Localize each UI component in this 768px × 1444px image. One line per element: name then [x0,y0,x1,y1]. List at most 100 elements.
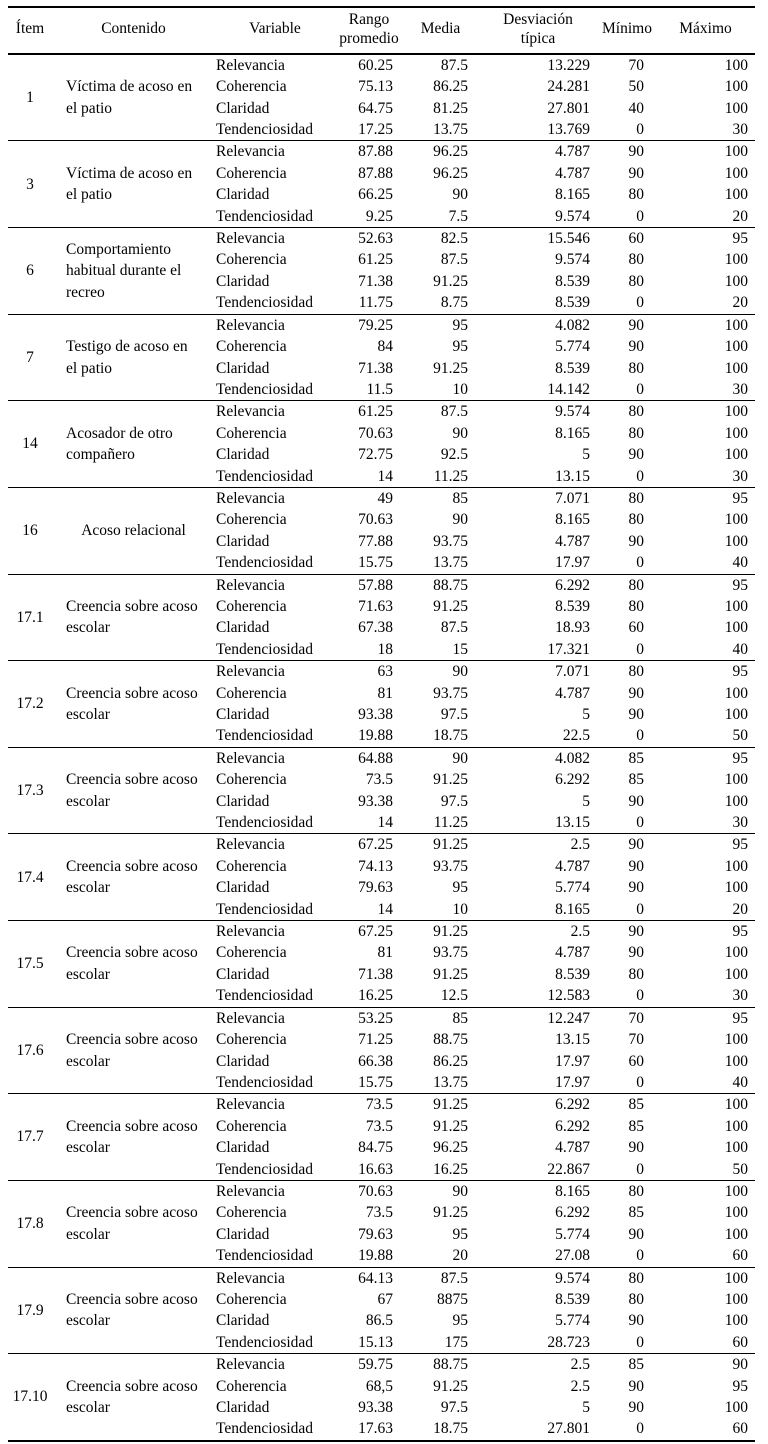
header-desviacion-tipica: Desviación típica [478,7,598,54]
cell-desviacion-tipica: 8.539 [555,597,590,615]
table-row: Claridad 79.63 95 5.774 90 100 [8,877,755,898]
cell-maximo: 100 [724,1269,748,1287]
cell-variable: Coherencia [216,338,287,356]
cell-minimo: 85 [628,1096,645,1114]
cell-variable: Relevancia [216,56,285,74]
cell-rango-promedio: 70.63 [358,511,393,529]
cell-rango-promedio: 87.88 [358,164,393,182]
cell-desviacion-tipica: 4.787 [555,1139,590,1157]
cell-desviacion-tipica: 27.801 [547,99,590,117]
header-item: Ítem [8,7,52,54]
cell-item: 17.4 [16,868,44,886]
cell-variable: Tendenciosidad [216,121,314,139]
cell-desviacion-tipica: 27.801 [547,1420,590,1438]
cell-rango-promedio: 16.63 [358,1160,393,1178]
cell-media: 90 [452,749,469,767]
cell-desviacion-tipica: 5 [582,446,590,464]
table-row: Tendenciosidad 16.63 16.25 22.867 0 50 [8,1159,755,1181]
table-row: Coherencia 74.13 93.75 4.787 90 100 [8,856,755,877]
cell-desviacion-tipica: 13.769 [547,121,590,139]
cell-maximo: 50 [732,1160,749,1178]
table-row: Coherencia 70.63 90 8.165 80 100 [8,509,755,530]
cell-desviacion-tipica: 4.787 [555,684,590,702]
cell-desviacion-tipica: 17.97 [555,1073,590,1091]
cell-rango-promedio: 75.13 [358,78,393,96]
cell-maximo: 100 [724,251,748,269]
cell-minimo: 90 [628,944,645,962]
cell-maximo: 95 [732,836,749,854]
cell-rango-promedio: 70.63 [358,424,393,442]
header-media: Media [403,7,478,54]
table-row: Coherencia 73.5 91.25 6.292 85 100 [8,1116,755,1137]
cell-minimo: 70 [628,1031,645,1049]
cell-media: 10 [452,380,469,398]
cell-desviacion-tipica: 9.574 [555,207,590,225]
cell-rango-promedio: 79.63 [358,1225,393,1243]
header-contenido-label: Contenido [101,20,166,38]
cell-minimo: 50 [628,78,645,96]
cell-maximo: 100 [724,1204,748,1222]
cell-variable: Relevancia [216,1269,285,1287]
cell-desviacion-tipica: 8.165 [555,511,590,529]
cell-minimo: 90 [628,1225,645,1243]
cell-media: 91.25 [433,597,468,615]
contenido-text: Creencia sobre acoso escolar [66,1031,198,1070]
cell-contenido: Creencia sobre acoso escolar [52,1354,215,1441]
table-body: 1 Víctima de acoso en el patio Relevancia 6… [8,54,755,1441]
cell-rango-promedio: 49 [377,489,394,507]
cell-desviacion-tipica: 7.071 [555,489,590,507]
cell-rango-promedio: 64.13 [358,1269,393,1287]
cell-variable: Coherencia [216,424,287,442]
cell-maximo: 95 [732,663,749,681]
table-row: Coherencia 71.63 91.25 8.539 80 100 [8,596,755,617]
cell-maximo: 20 [732,294,749,312]
cell-variable: Relevancia [216,143,285,161]
cell-minimo: 90 [628,792,645,810]
contenido-text: Acosador de otro compañero [66,424,173,464]
cell-rango-promedio: 15.13 [358,1333,393,1351]
cell-maximo: 100 [724,511,748,529]
cell-variable: Claridad [216,359,270,377]
cell-item: 17.2 [16,695,44,713]
cell-variable: Relevancia [216,403,285,421]
cell-maximo: 100 [724,1399,748,1416]
header-rango-promedio-label: Rango promedio [339,11,399,47]
cell-media: 95 [452,1225,469,1243]
cell-variable: Claridad [216,1225,270,1243]
cell-variable: Tendenciosidad [216,987,314,1005]
table-row: Coherencia 73.5 91.25 6.292 85 100 [8,1202,755,1223]
cell-variable: Relevancia [216,316,285,334]
cell-media: 91.25 [433,1377,468,1395]
cell-desviacion-tipica: 2.5 [570,836,590,854]
cell-minimo: 80 [628,359,645,377]
cell-variable: Relevancia [216,663,285,681]
cell-rango-promedio: 93.38 [358,792,393,810]
cell-variable: Claridad [216,532,270,550]
contenido-text: Víctima de acoso en el patio [66,164,193,204]
cell-media: 85 [452,1009,469,1027]
cell-maximo: 100 [724,316,748,334]
cell-media: 91.25 [433,965,468,983]
cell-desviacion-tipica: 13.229 [547,56,590,74]
cell-rango-promedio: 59.75 [358,1356,393,1374]
header-minimo: Mínimo [598,7,656,54]
cell-variable: Claridad [216,792,270,810]
cell-desviacion-tipica: 5 [582,792,590,810]
cell-maximo: 100 [724,338,748,356]
cell-variable: Tendenciosidad [216,1420,314,1438]
table-row: Claridad 71.38 91.25 8.539 80 100 [8,271,755,292]
cell-maximo: 90 [732,1356,749,1374]
contenido-text: Creencia sobre acoso escolar [66,771,198,810]
table-row: Coherencia 75.13 86.25 24.281 50 100 [8,76,755,97]
cell-minimo: 60 [628,1052,645,1070]
cell-desviacion-tipica: 8.539 [555,272,590,290]
cell-variable: Relevancia [216,1096,285,1114]
cell-maximo: 100 [724,944,748,962]
cell-contenido: Testigo de acoso en el patio [52,314,215,401]
cell-maximo: 100 [724,597,748,615]
cell-minimo: 80 [628,251,645,269]
cell-variable: Coherencia [216,597,287,615]
table-row: Claridad 71.38 91.25 8.539 80 100 [8,964,755,985]
table-row: 17.8 Creencia sobre acoso escolar Relevanc… [8,1180,755,1243]
table-row: Claridad 72.75 92.5 5 90 100 [8,444,755,465]
